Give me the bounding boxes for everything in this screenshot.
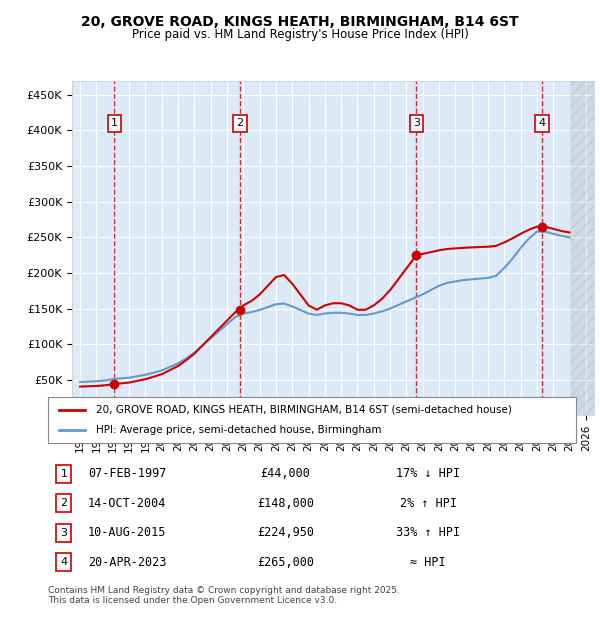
Text: 2: 2 (236, 118, 244, 128)
Text: 2: 2 (60, 498, 67, 508)
Text: 3: 3 (413, 118, 420, 128)
Text: 20-APR-2023: 20-APR-2023 (88, 556, 166, 569)
Text: 4: 4 (538, 118, 545, 128)
Text: £224,950: £224,950 (257, 526, 314, 539)
Text: HPI: Average price, semi-detached house, Birmingham: HPI: Average price, semi-detached house,… (95, 425, 381, 435)
Text: 1: 1 (61, 469, 67, 479)
Text: 10-AUG-2015: 10-AUG-2015 (88, 526, 166, 539)
FancyBboxPatch shape (48, 397, 576, 443)
Text: 20, GROVE ROAD, KINGS HEATH, BIRMINGHAM, B14 6ST: 20, GROVE ROAD, KINGS HEATH, BIRMINGHAM,… (81, 16, 519, 30)
Text: 17% ↓ HPI: 17% ↓ HPI (396, 467, 460, 481)
Text: £44,000: £44,000 (260, 467, 311, 481)
Text: £265,000: £265,000 (257, 556, 314, 569)
Text: Contains HM Land Registry data © Crown copyright and database right 2025.
This d: Contains HM Land Registry data © Crown c… (48, 586, 400, 605)
Text: 4: 4 (60, 557, 67, 567)
Text: 3: 3 (61, 528, 67, 538)
Text: 33% ↑ HPI: 33% ↑ HPI (396, 526, 460, 539)
Text: Price paid vs. HM Land Registry's House Price Index (HPI): Price paid vs. HM Land Registry's House … (131, 28, 469, 41)
Text: ≈ HPI: ≈ HPI (410, 556, 446, 569)
Text: 1: 1 (111, 118, 118, 128)
Text: £148,000: £148,000 (257, 497, 314, 510)
Text: 2% ↑ HPI: 2% ↑ HPI (400, 497, 457, 510)
Bar (569, 81, 594, 415)
Text: 07-FEB-1997: 07-FEB-1997 (88, 467, 166, 481)
Text: 14-OCT-2004: 14-OCT-2004 (88, 497, 166, 510)
Text: 20, GROVE ROAD, KINGS HEATH, BIRMINGHAM, B14 6ST (semi-detached house): 20, GROVE ROAD, KINGS HEATH, BIRMINGHAM,… (95, 405, 511, 415)
